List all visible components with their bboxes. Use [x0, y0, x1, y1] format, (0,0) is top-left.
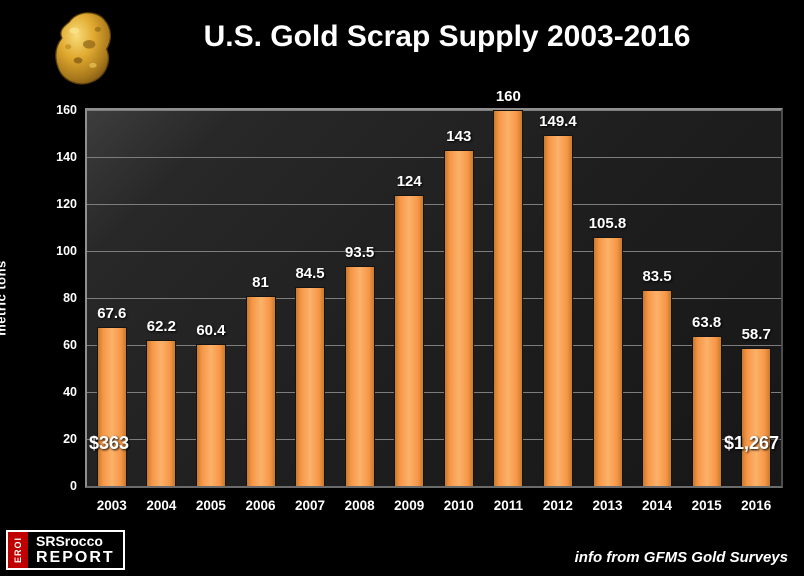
x-tick-label: 2012	[542, 498, 573, 513]
bar-2007	[295, 287, 326, 486]
bar-2003	[96, 327, 127, 486]
x-tick-label: 2006	[245, 498, 276, 513]
gold-nugget-image	[55, 12, 112, 85]
bar-value-label: 67.6	[97, 305, 127, 323]
x-tick-label: 2008	[344, 498, 375, 513]
gridline	[87, 251, 781, 252]
bar-2006	[245, 295, 276, 486]
x-tick-label: 2016	[741, 498, 772, 513]
y-tick-label: 100	[56, 244, 77, 258]
gridline	[87, 439, 781, 440]
gridline	[87, 110, 781, 111]
bar-value-label: 84.5	[295, 265, 325, 283]
x-tick-label: 2003	[96, 498, 127, 513]
bar-2009	[394, 194, 425, 486]
logo-text: SRSrocco REPORT	[28, 532, 123, 568]
eroi-badge-label: EROI	[13, 536, 24, 564]
x-tick-label: 2015	[691, 498, 722, 513]
data-source-note: info from GFMS Gold Surveys	[574, 549, 788, 566]
gridline	[87, 157, 781, 158]
y-tick-label: 120	[56, 197, 77, 211]
bar-2010	[443, 149, 474, 486]
bar-value-label: 83.5	[642, 267, 672, 285]
bar-2015	[691, 336, 722, 486]
gridline	[87, 298, 781, 299]
y-tick-label: 80	[63, 291, 77, 305]
x-tick-label: 2007	[295, 498, 326, 513]
logo-line-report: REPORT	[36, 549, 115, 566]
x-tick-label: 2010	[443, 498, 474, 513]
bar-2013	[592, 237, 623, 486]
y-axis-label: metric tons	[0, 260, 9, 336]
bar-value-label: 63.8	[692, 314, 722, 332]
bar-2016	[741, 348, 772, 486]
plot-area: metric tons $363 $1,267 0 20 40 60 80 100 120 1…	[0, 88, 783, 513]
y-tick-label: 20	[63, 432, 77, 446]
bar-value-label: 143	[446, 127, 472, 145]
gridline	[87, 392, 781, 393]
gridline	[87, 345, 781, 346]
x-tick-label: 2013	[592, 498, 623, 513]
x-tick-label: 2011	[493, 498, 523, 513]
y-tick-label: 40	[63, 385, 77, 399]
bar-value-label: 124	[396, 172, 422, 190]
bar-2005	[195, 344, 226, 486]
bar-value-label: 81	[252, 273, 269, 291]
srsrocco-report-logo: EROI SRSrocco REPORT	[6, 530, 125, 570]
x-tick-label: 2014	[642, 498, 673, 513]
bar-value-label: 58.7	[741, 326, 771, 344]
annotation-price-2003: $363	[89, 433, 130, 453]
annotation-price-2016: $1,267	[723, 433, 779, 453]
bar-value-label: 93.5	[345, 244, 375, 262]
bar-2011	[493, 110, 524, 486]
bar-value-label: 105.8	[588, 215, 627, 233]
logo-line-srsrocco: SRSrocco	[36, 533, 103, 549]
y-tick-label: 160	[56, 103, 77, 117]
bar-2004	[146, 339, 177, 486]
x-tick-label: 2005	[195, 498, 226, 513]
bar-value-label: 60.4	[196, 322, 226, 340]
bar-value-label: 160	[495, 88, 521, 105]
gridline	[87, 204, 781, 205]
bar-2008	[344, 266, 375, 486]
y-tick-label: 140	[56, 150, 77, 164]
bar-value-label: 149.4	[539, 112, 577, 130]
bar-value-label: 62.2	[146, 317, 176, 335]
x-tick-label: 2009	[394, 498, 425, 513]
x-tick-label: 2004	[146, 498, 177, 513]
chart-title: U.S. Gold Scrap Supply 2003-2016	[203, 20, 691, 53]
bar-2014	[642, 289, 673, 486]
eroi-badge: EROI	[8, 532, 28, 568]
bar-2012	[542, 134, 573, 486]
y-tick-label: 60	[63, 338, 77, 352]
y-tick-label: 0	[70, 479, 77, 493]
